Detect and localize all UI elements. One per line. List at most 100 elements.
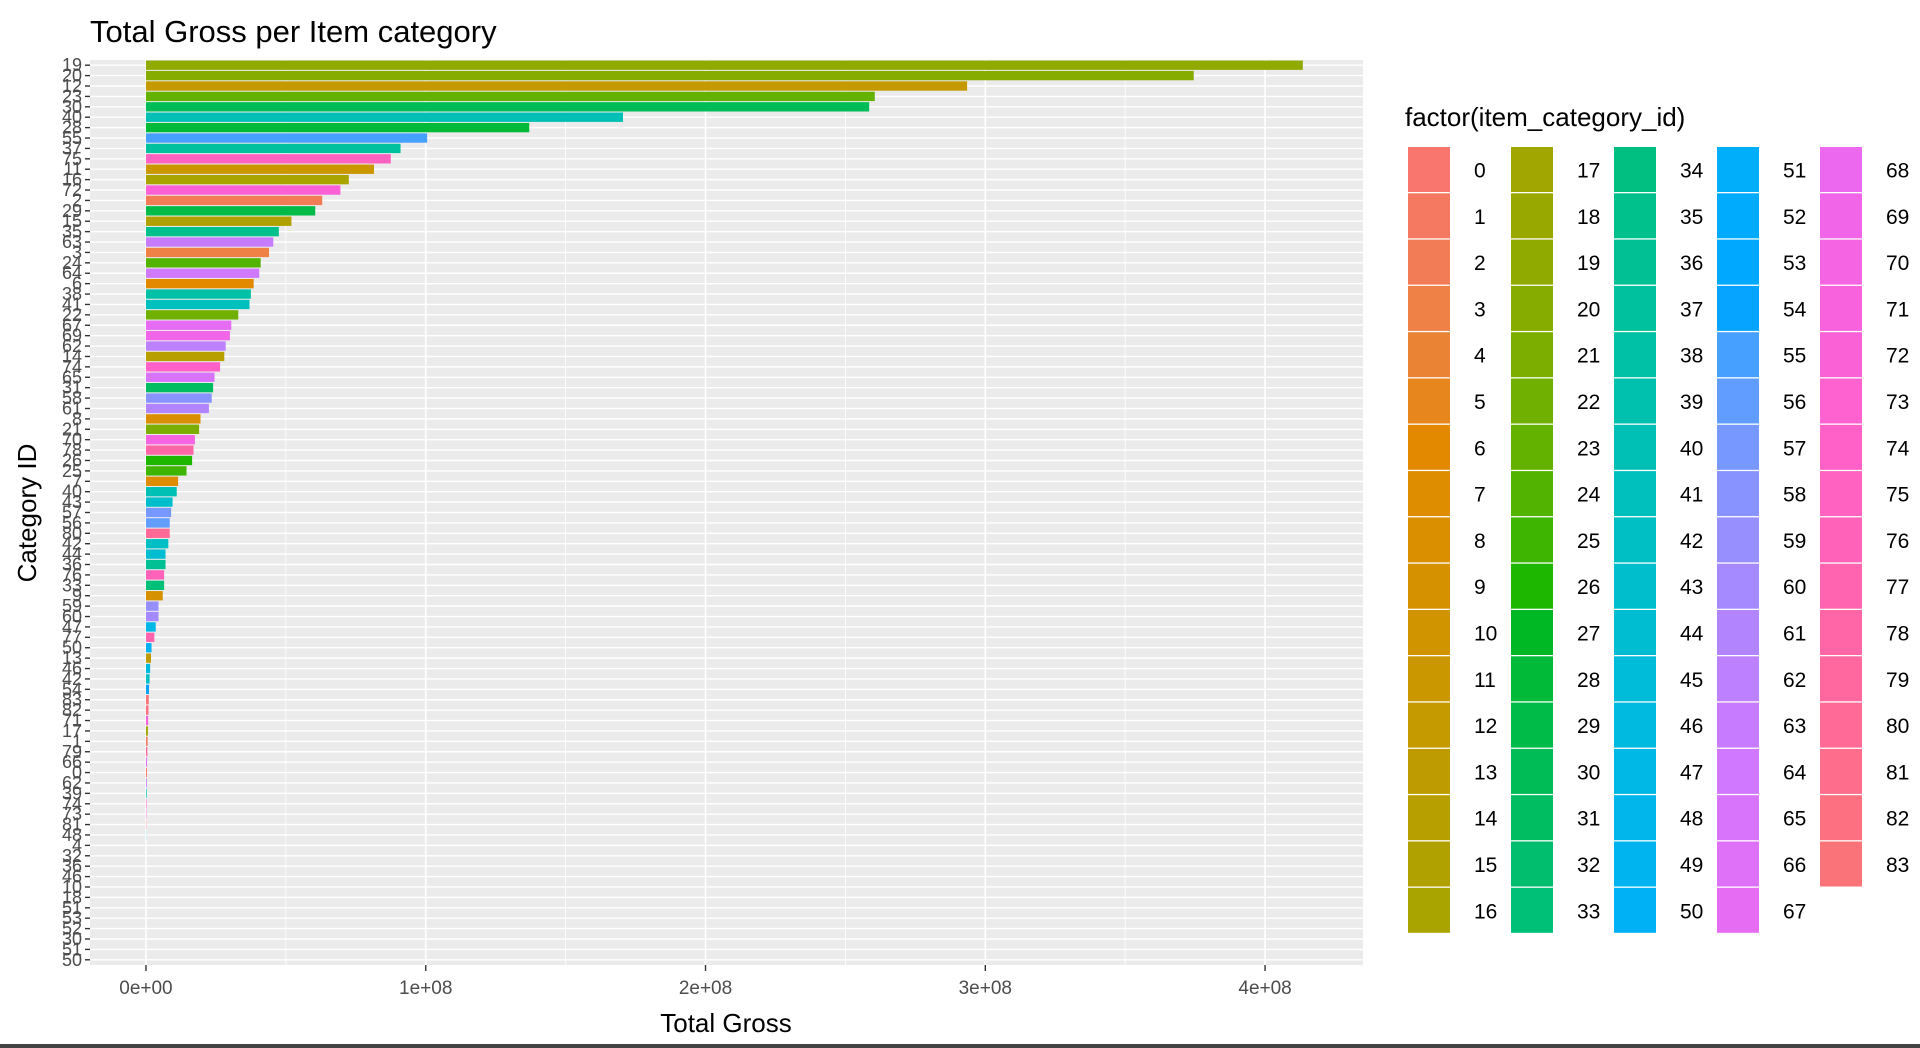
legend-label: 69 — [1886, 206, 1909, 229]
bar — [145, 487, 177, 497]
bar — [145, 497, 173, 507]
y-tick-label: 82 — [62, 700, 82, 720]
y-tick-label: 19 — [62, 55, 82, 75]
legend-key — [1717, 563, 1759, 609]
legend-label: 56 — [1783, 391, 1806, 414]
y-tick-label: 26 — [62, 450, 82, 470]
legend-key — [1820, 610, 1862, 655]
legend-items: 0123456789101112131415161718192021222324… — [1408, 147, 1910, 933]
bar — [145, 788, 147, 799]
legend-key — [1511, 147, 1553, 192]
legend-label: 77 — [1886, 576, 1909, 599]
legend-label: 10 — [1474, 623, 1497, 646]
legend-label: 36 — [1680, 252, 1703, 275]
bar — [145, 695, 149, 705]
bar — [145, 226, 279, 237]
x-axis-ticks: 0e+00 1e+08 2e+08 3e+08 4e+08 — [119, 965, 1292, 999]
bar — [145, 767, 147, 778]
legend-label: 8 — [1474, 530, 1486, 553]
bar — [145, 747, 148, 757]
bar — [145, 663, 151, 674]
legend-label: 34 — [1680, 160, 1704, 183]
y-tick-label: 61 — [62, 398, 82, 418]
legend-label: 33 — [1577, 900, 1600, 923]
legend-label: 32 — [1577, 854, 1600, 877]
legend-label: 55 — [1783, 345, 1806, 368]
legend-label: 51 — [1783, 160, 1806, 183]
y-tick-label: 20 — [62, 66, 82, 86]
legend-label: 80 — [1886, 715, 1909, 738]
y-tick-label: 47 — [62, 617, 82, 637]
y-tick-label: 57 — [62, 503, 82, 523]
legend-label: 23 — [1577, 437, 1600, 460]
y-tick-label: 9 — [72, 586, 82, 606]
y-tick-label: 6 — [72, 274, 82, 294]
y-tick-label: 64 — [62, 263, 82, 283]
legend-label: 22 — [1577, 391, 1600, 414]
y-tick-label: 42 — [62, 669, 82, 689]
bar — [145, 206, 316, 216]
legend-label: 31 — [1577, 808, 1600, 831]
legend-label: 0 — [1474, 160, 1486, 183]
legend-key — [1408, 563, 1450, 609]
legend-label: 67 — [1783, 900, 1806, 923]
y-tick-label: 50 — [62, 950, 82, 970]
legend-label: 17 — [1577, 160, 1600, 183]
bar — [145, 674, 150, 684]
y-tick-label: 51 — [62, 939, 82, 959]
legend-label: 52 — [1783, 206, 1806, 229]
legend-label: 65 — [1783, 808, 1806, 831]
legend-label: 78 — [1886, 623, 1909, 646]
legend-label: 11 — [1474, 669, 1496, 692]
legend-label: 68 — [1886, 160, 1909, 183]
legend-label: 15 — [1474, 854, 1497, 877]
legend-key — [1820, 332, 1862, 378]
legend-key — [1408, 147, 1450, 192]
bars — [145, 60, 1303, 840]
y-tick-label: 59 — [62, 596, 82, 616]
y-tick-label: 83 — [62, 690, 82, 710]
bar — [145, 382, 214, 393]
legend-key — [1408, 332, 1450, 378]
bar — [145, 81, 968, 91]
legend-label: 70 — [1886, 252, 1909, 275]
legend-label: 16 — [1474, 900, 1497, 923]
y-tick-label: 29 — [62, 201, 82, 221]
y-tick-label: 80 — [62, 523, 82, 543]
legend-key — [1717, 424, 1759, 470]
bar — [145, 185, 341, 195]
legend-label: 20 — [1577, 298, 1600, 321]
bar — [145, 424, 200, 434]
legend-label: 54 — [1783, 298, 1807, 321]
legend-key — [1820, 563, 1862, 609]
y-tick-label: 37 — [62, 138, 82, 158]
legend-label: 21 — [1577, 345, 1600, 368]
legend-label: 45 — [1680, 669, 1703, 692]
bar — [145, 539, 169, 549]
bar — [145, 757, 148, 767]
y-tick-label: 23 — [62, 86, 82, 106]
legend-label: 2 — [1474, 252, 1486, 275]
bar — [145, 559, 166, 570]
bar — [145, 528, 170, 538]
bar — [145, 351, 225, 362]
bar — [145, 174, 349, 185]
bar — [145, 570, 165, 580]
legend-label: 83 — [1886, 854, 1909, 877]
bar — [145, 476, 179, 486]
legend-label: 73 — [1886, 391, 1909, 414]
legend-label: 72 — [1886, 345, 1909, 368]
bar — [145, 91, 875, 102]
legend-key — [1511, 841, 1553, 887]
y-tick-label: 3 — [72, 242, 82, 262]
bar — [145, 435, 195, 445]
legend-key — [1820, 378, 1862, 424]
legend-label: 53 — [1783, 252, 1806, 275]
legend-key — [1511, 887, 1553, 933]
legend-label: 66 — [1783, 854, 1806, 877]
bar — [145, 622, 156, 632]
y-tick-label: 35 — [62, 222, 82, 242]
legend-key — [1614, 147, 1656, 192]
x-tick-label: 4e+08 — [1238, 978, 1291, 999]
bar — [145, 466, 187, 476]
